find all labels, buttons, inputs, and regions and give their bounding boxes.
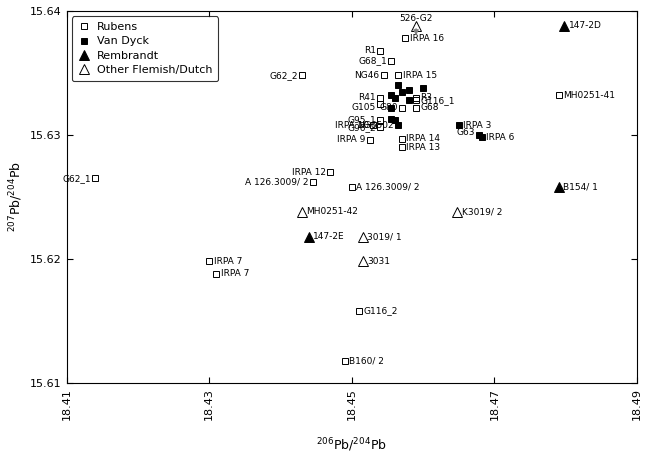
Legend: Rubens, Van Dyck, Rembrandt, Other Flemish/Dutch: Rubens, Van Dyck, Rembrandt, Other Flemi…	[72, 17, 218, 81]
Text: IRPA 7: IRPA 7	[221, 269, 249, 278]
Text: B154/ 1: B154/ 1	[563, 183, 598, 191]
Text: R41: R41	[358, 93, 376, 102]
X-axis label: $^{206}$Pb/$^{204}$Pb: $^{206}$Pb/$^{204}$Pb	[317, 437, 387, 454]
Text: G116_1: G116_1	[421, 96, 455, 105]
Text: IRPA 10: IRPA 10	[335, 120, 369, 130]
Text: G80: G80	[379, 103, 397, 112]
Text: NG46: NG46	[354, 71, 380, 80]
Text: R3: R3	[421, 93, 432, 102]
Text: IRPA 9: IRPA 9	[337, 136, 365, 144]
Text: R1: R1	[364, 46, 376, 55]
Text: G95_1: G95_1	[347, 116, 376, 124]
Text: G68: G68	[421, 103, 439, 112]
Text: G96_2: G96_2	[347, 123, 376, 132]
Text: G68_1: G68_1	[358, 56, 387, 65]
Text: IRPA 6: IRPA 6	[486, 133, 514, 142]
Text: MH0251-41: MH0251-41	[563, 91, 615, 100]
Text: A 126.3009/ 2: A 126.3009/ 2	[356, 183, 420, 191]
Text: K3019/ 2: K3019/ 2	[461, 207, 502, 216]
Text: IRPA 3: IRPA 3	[463, 120, 491, 130]
Text: G62_1: G62_1	[62, 174, 91, 183]
Text: IRPA 13: IRPA 13	[406, 143, 440, 152]
Text: 147-2E: 147-2E	[313, 232, 345, 241]
Text: 526-G2: 526-G2	[399, 14, 433, 23]
Text: 3031: 3031	[367, 257, 390, 266]
Text: A 126.3009/ 2: A 126.3009/ 2	[245, 177, 308, 187]
Text: G105: G105	[352, 103, 376, 112]
Text: IRPA 12: IRPA 12	[292, 168, 326, 177]
Text: B160/ 2: B160/ 2	[349, 356, 384, 365]
Text: IRPA 16: IRPA 16	[410, 34, 444, 43]
Text: IRPA 14: IRPA 14	[406, 134, 440, 143]
Text: G62_2: G62_2	[269, 71, 298, 80]
Text: MH0251-42: MH0251-42	[306, 207, 358, 216]
Text: 147-2D: 147-2D	[569, 21, 602, 30]
Text: IRPA 7: IRPA 7	[214, 257, 242, 266]
Text: IRPA 15: IRPA 15	[402, 71, 437, 80]
Text: G63: G63	[456, 128, 474, 137]
Y-axis label: $^{207}$Pb/$^{204}$Pb: $^{207}$Pb/$^{204}$Pb	[7, 161, 25, 232]
Text: G116_2: G116_2	[363, 307, 398, 315]
Text: 3019/ 1: 3019/ 1	[367, 232, 402, 241]
Text: NG6502: NG6502	[358, 120, 394, 130]
